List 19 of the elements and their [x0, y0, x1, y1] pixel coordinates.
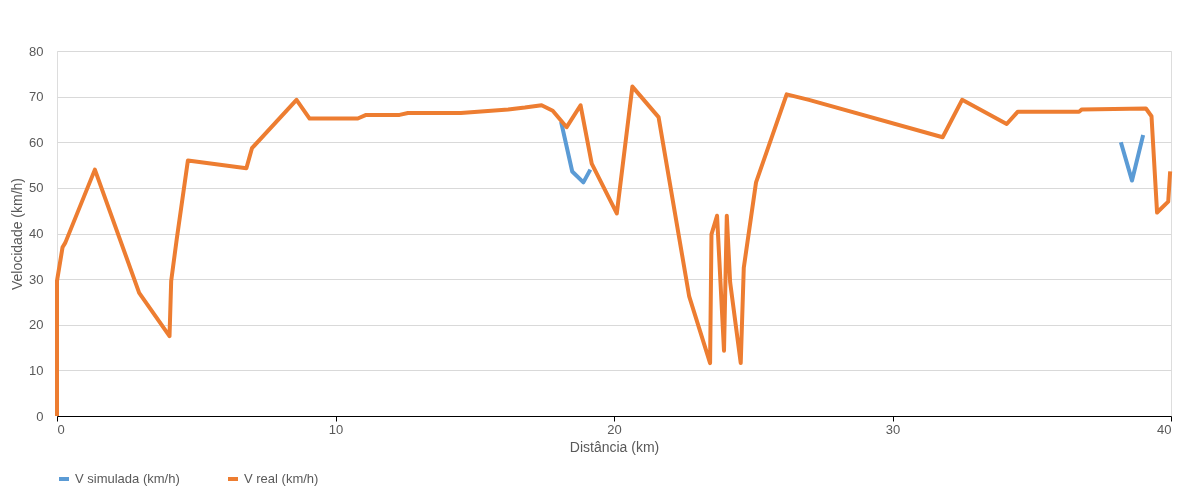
y-tick-label: 80 [29, 43, 44, 59]
y-tick-label: 50 [29, 180, 44, 196]
y-tick-label: 60 [29, 134, 44, 150]
x-tick-label: 10 [328, 421, 344, 437]
line-series [55, 84, 1173, 418]
y-tick-label: 10 [29, 362, 44, 378]
y-axis-title: Velocidade (km/h) [9, 177, 26, 291]
y-tick-label: 70 [29, 89, 44, 105]
x-axis-title: Distância (km) [569, 438, 660, 455]
x-tick-label: 40 [1157, 421, 1172, 437]
y-tick-label: 40 [29, 226, 44, 241]
y-tick-label: 0 [36, 408, 44, 424]
x-tick-label: 20 [607, 421, 622, 437]
legend-label: V simulada (km/h) [75, 471, 180, 486]
x-tick-label: 0 [57, 421, 65, 437]
y-tick-label: 30 [29, 271, 44, 287]
x-tick-label: 30 [885, 421, 901, 437]
legend-label: V real (km/h) [244, 471, 319, 486]
y-tick-label: 20 [29, 317, 44, 333]
